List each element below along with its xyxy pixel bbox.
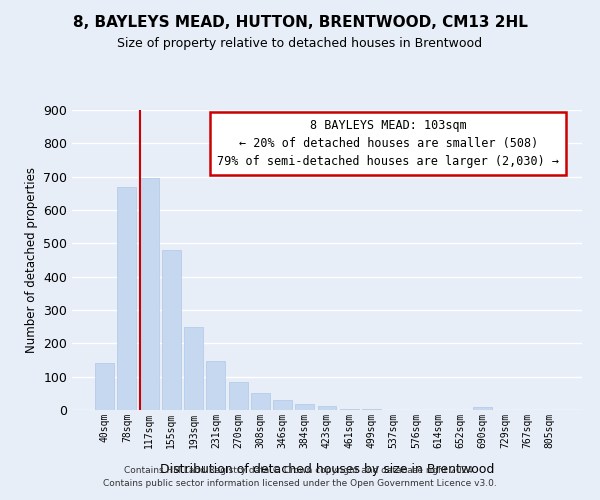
Y-axis label: Number of detached properties: Number of detached properties	[25, 167, 38, 353]
Bar	[162, 250, 181, 410]
Text: Contains HM Land Registry data © Crown copyright and database right 2024.
Contai: Contains HM Land Registry data © Crown c…	[103, 466, 497, 487]
Bar	[295, 404, 314, 410]
Bar	[184, 328, 203, 410]
Bar	[317, 406, 337, 410]
Text: Size of property relative to detached houses in Brentwood: Size of property relative to detached ho…	[118, 38, 482, 51]
Bar	[273, 400, 292, 410]
Bar	[140, 178, 158, 410]
Bar	[340, 408, 359, 410]
Bar	[206, 360, 225, 410]
Bar	[95, 364, 114, 410]
Text: 8 BAYLEYS MEAD: 103sqm
← 20% of detached houses are smaller (508)
79% of semi-de: 8 BAYLEYS MEAD: 103sqm ← 20% of detached…	[217, 119, 559, 168]
Text: Distribution of detached houses by size in Brentwood: Distribution of detached houses by size …	[160, 464, 494, 476]
Bar	[229, 382, 248, 410]
Bar	[118, 186, 136, 410]
Bar	[251, 394, 270, 410]
Text: 8, BAYLEYS MEAD, HUTTON, BRENTWOOD, CM13 2HL: 8, BAYLEYS MEAD, HUTTON, BRENTWOOD, CM13…	[73, 15, 527, 30]
Bar	[473, 408, 492, 410]
